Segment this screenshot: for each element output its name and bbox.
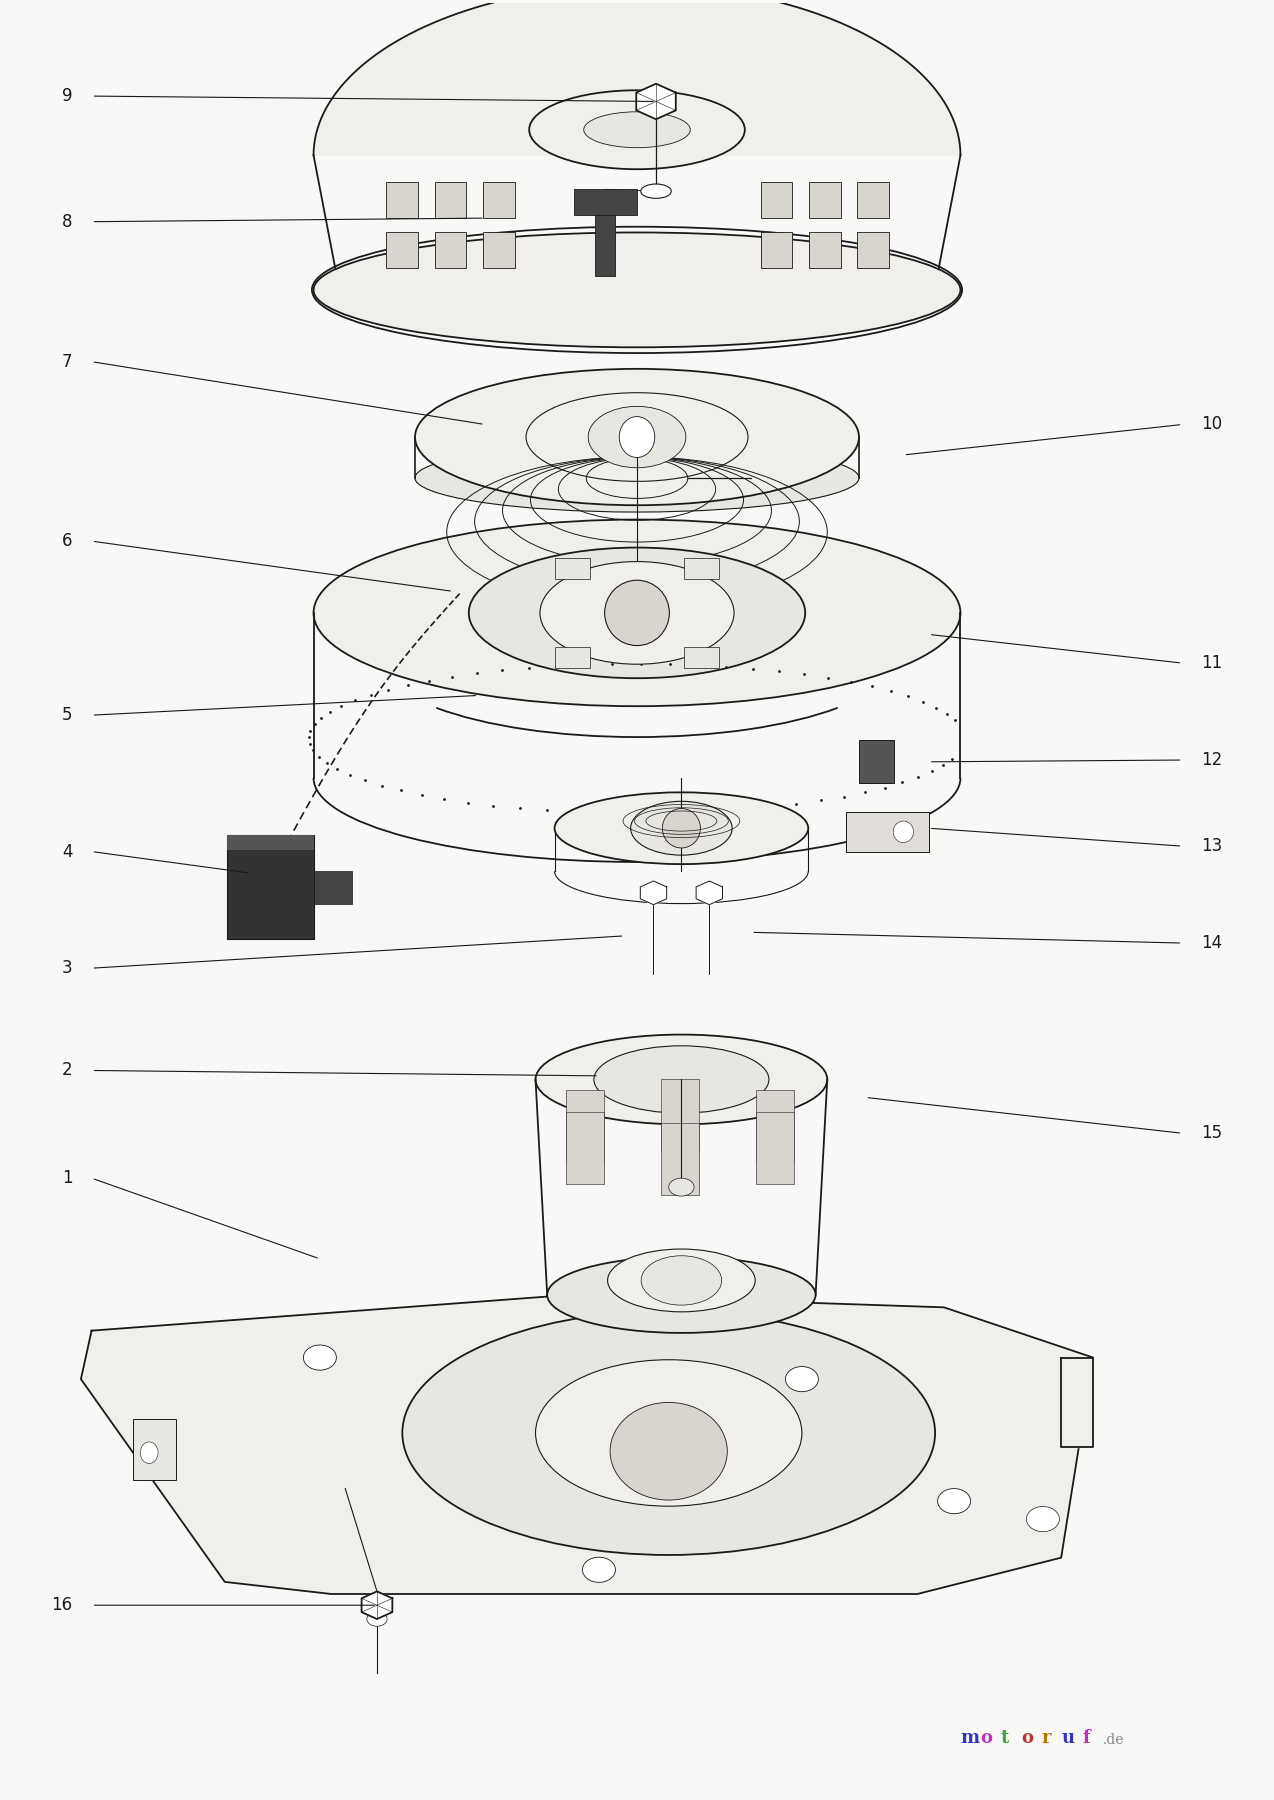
Ellipse shape (893, 821, 913, 842)
Bar (573, 189, 637, 214)
Bar (483, 182, 515, 218)
Ellipse shape (526, 392, 748, 481)
Ellipse shape (669, 1179, 694, 1195)
Ellipse shape (608, 1249, 755, 1312)
Text: 9: 9 (62, 86, 73, 104)
Ellipse shape (554, 792, 808, 864)
Text: 2: 2 (62, 1062, 73, 1080)
Text: 7: 7 (62, 353, 73, 371)
Bar (132, 1418, 176, 1480)
Text: .de: .de (1102, 1733, 1124, 1748)
Bar (809, 232, 841, 268)
Bar (859, 740, 894, 783)
Bar (684, 646, 720, 668)
Ellipse shape (313, 520, 961, 706)
Ellipse shape (367, 1611, 387, 1625)
Ellipse shape (415, 369, 859, 506)
Bar (595, 211, 615, 275)
Polygon shape (313, 0, 961, 155)
Bar (857, 182, 889, 218)
Bar (227, 835, 313, 850)
Ellipse shape (1027, 1507, 1060, 1532)
Bar (661, 1123, 699, 1195)
Ellipse shape (631, 801, 733, 855)
Text: r: r (1042, 1730, 1051, 1748)
Ellipse shape (548, 1256, 815, 1334)
Text: 1: 1 (62, 1170, 73, 1188)
Bar (386, 232, 418, 268)
Text: t: t (1001, 1730, 1009, 1748)
Ellipse shape (589, 407, 685, 468)
Text: o: o (1022, 1730, 1033, 1748)
Bar (554, 646, 590, 668)
Text: 14: 14 (1201, 934, 1223, 952)
Ellipse shape (535, 1359, 801, 1507)
Text: o: o (981, 1730, 992, 1748)
Bar (567, 1112, 604, 1184)
Ellipse shape (582, 1557, 615, 1582)
Bar (684, 558, 720, 580)
Text: u: u (1063, 1730, 1075, 1748)
Ellipse shape (662, 808, 701, 848)
Text: 8: 8 (62, 212, 73, 230)
Bar (567, 1089, 604, 1161)
Text: 12: 12 (1201, 751, 1223, 769)
Polygon shape (362, 1591, 392, 1618)
Bar (761, 232, 792, 268)
Ellipse shape (313, 232, 961, 347)
Ellipse shape (415, 445, 859, 511)
Bar (755, 1089, 794, 1161)
Text: 3: 3 (62, 959, 73, 977)
Bar (227, 835, 313, 940)
Bar (857, 232, 889, 268)
Polygon shape (641, 880, 666, 905)
Ellipse shape (540, 562, 734, 664)
Bar (554, 558, 590, 580)
Ellipse shape (403, 1310, 935, 1555)
Bar (761, 182, 792, 218)
Ellipse shape (938, 1489, 971, 1514)
Bar (809, 182, 841, 218)
Ellipse shape (610, 1402, 727, 1499)
Text: 6: 6 (62, 533, 73, 551)
Text: 16: 16 (51, 1597, 73, 1615)
Bar (846, 812, 929, 851)
Text: 4: 4 (62, 842, 73, 860)
Bar (434, 182, 466, 218)
Text: 11: 11 (1201, 653, 1223, 671)
Ellipse shape (641, 1256, 721, 1305)
Text: 10: 10 (1201, 416, 1223, 434)
Ellipse shape (535, 1035, 827, 1125)
Ellipse shape (619, 416, 655, 457)
Ellipse shape (641, 184, 671, 198)
Bar (313, 871, 352, 904)
Bar (434, 232, 466, 268)
Bar (386, 182, 418, 218)
Bar (755, 1112, 794, 1184)
Polygon shape (1061, 1357, 1093, 1447)
Ellipse shape (529, 90, 745, 169)
Ellipse shape (594, 1046, 769, 1112)
Ellipse shape (583, 112, 691, 148)
Polygon shape (696, 880, 722, 905)
Bar (661, 1078, 699, 1150)
Text: 5: 5 (62, 706, 73, 724)
Text: 15: 15 (1201, 1125, 1223, 1143)
Text: f: f (1082, 1730, 1091, 1748)
Polygon shape (636, 85, 675, 119)
Polygon shape (82, 1294, 1093, 1595)
Ellipse shape (469, 547, 805, 679)
Ellipse shape (605, 580, 669, 646)
Ellipse shape (303, 1345, 336, 1370)
Ellipse shape (785, 1366, 818, 1391)
Text: m: m (961, 1730, 980, 1748)
Bar (483, 232, 515, 268)
Text: 13: 13 (1201, 837, 1223, 855)
Ellipse shape (140, 1442, 158, 1463)
